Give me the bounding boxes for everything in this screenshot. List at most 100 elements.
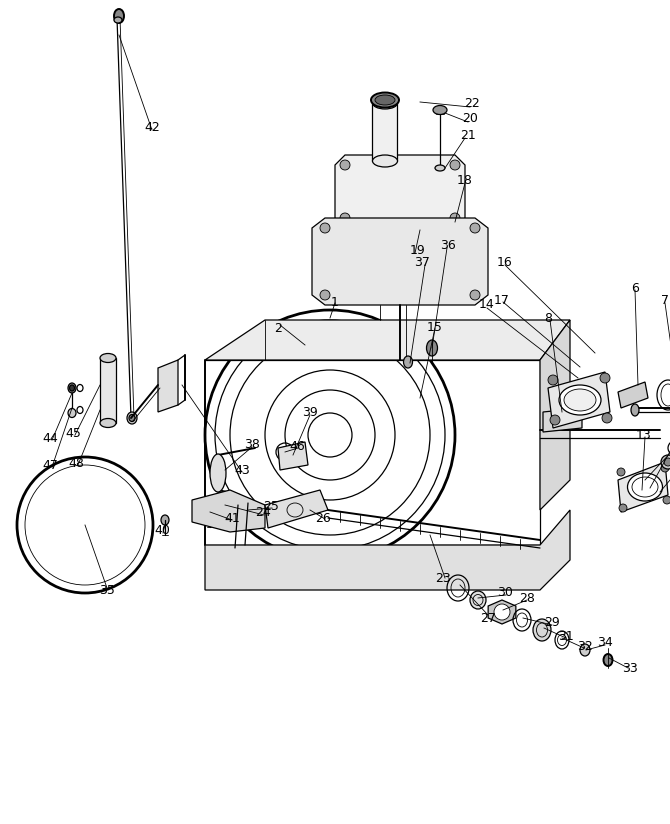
Polygon shape <box>205 320 570 360</box>
Ellipse shape <box>371 92 399 107</box>
Text: 47: 47 <box>42 458 58 471</box>
Ellipse shape <box>628 473 663 501</box>
Ellipse shape <box>114 9 124 23</box>
Text: 43: 43 <box>234 464 250 476</box>
Circle shape <box>619 504 627 512</box>
Ellipse shape <box>68 409 76 418</box>
Ellipse shape <box>70 385 74 391</box>
Circle shape <box>661 455 670 469</box>
Circle shape <box>600 373 610 383</box>
Text: 17: 17 <box>494 293 510 307</box>
Text: 2: 2 <box>274 321 282 335</box>
Ellipse shape <box>129 414 135 422</box>
Polygon shape <box>312 218 488 305</box>
Polygon shape <box>205 510 570 590</box>
Ellipse shape <box>210 454 226 492</box>
Text: 6: 6 <box>631 282 639 294</box>
Text: 15: 15 <box>427 321 443 334</box>
Text: 42: 42 <box>144 120 160 133</box>
Ellipse shape <box>433 105 447 115</box>
Polygon shape <box>618 462 668 512</box>
Circle shape <box>320 290 330 300</box>
Circle shape <box>340 160 350 170</box>
Ellipse shape <box>114 17 122 23</box>
Text: 21: 21 <box>460 129 476 142</box>
Text: 34: 34 <box>597 636 613 649</box>
Text: 36: 36 <box>440 238 456 251</box>
Polygon shape <box>548 372 610 428</box>
Text: 31: 31 <box>558 630 574 643</box>
Text: 46: 46 <box>289 439 305 452</box>
Ellipse shape <box>127 412 137 424</box>
Polygon shape <box>278 442 308 470</box>
Text: 24: 24 <box>255 507 271 519</box>
Circle shape <box>661 464 669 472</box>
Polygon shape <box>335 155 465 225</box>
Text: 28: 28 <box>519 592 535 605</box>
Text: 13: 13 <box>636 428 652 442</box>
Circle shape <box>340 213 350 223</box>
Polygon shape <box>488 600 516 624</box>
Circle shape <box>664 458 670 466</box>
Polygon shape <box>618 382 648 408</box>
Ellipse shape <box>564 389 596 411</box>
Circle shape <box>663 496 670 504</box>
Ellipse shape <box>403 356 413 368</box>
Polygon shape <box>540 320 570 510</box>
Ellipse shape <box>470 591 486 609</box>
Polygon shape <box>158 360 178 412</box>
Text: 33: 33 <box>622 662 638 675</box>
Polygon shape <box>543 408 582 432</box>
Text: 7: 7 <box>661 293 669 307</box>
Circle shape <box>602 413 612 423</box>
Polygon shape <box>265 490 328 528</box>
Ellipse shape <box>604 654 612 666</box>
Text: 32: 32 <box>577 639 593 653</box>
Ellipse shape <box>375 95 395 105</box>
Text: 19: 19 <box>410 244 426 256</box>
Ellipse shape <box>100 353 116 363</box>
Text: 48: 48 <box>68 456 84 470</box>
Bar <box>372 103 397 161</box>
Ellipse shape <box>533 619 551 641</box>
Circle shape <box>548 375 558 385</box>
Ellipse shape <box>100 419 116 428</box>
Ellipse shape <box>373 97 397 109</box>
Text: 1: 1 <box>331 297 339 310</box>
Ellipse shape <box>559 385 601 415</box>
Circle shape <box>470 223 480 233</box>
Text: 45: 45 <box>65 427 81 439</box>
Circle shape <box>450 160 460 170</box>
Circle shape <box>320 223 330 233</box>
Circle shape <box>617 468 625 476</box>
Text: 29: 29 <box>544 616 560 630</box>
Ellipse shape <box>206 507 214 517</box>
Ellipse shape <box>373 155 397 167</box>
Text: 16: 16 <box>497 255 513 269</box>
Circle shape <box>280 447 290 457</box>
Polygon shape <box>192 490 265 532</box>
Circle shape <box>450 213 460 223</box>
Text: 39: 39 <box>302 405 318 419</box>
Text: 44: 44 <box>42 432 58 444</box>
Text: 25: 25 <box>263 499 279 513</box>
Text: 38: 38 <box>244 438 260 451</box>
Text: 20: 20 <box>462 111 478 124</box>
Circle shape <box>470 290 480 300</box>
Text: 35: 35 <box>99 583 115 597</box>
Ellipse shape <box>68 383 76 393</box>
Ellipse shape <box>161 515 169 525</box>
Text: 40: 40 <box>154 525 170 537</box>
Text: 41: 41 <box>224 512 240 525</box>
Text: 22: 22 <box>464 96 480 110</box>
Ellipse shape <box>580 644 590 656</box>
Circle shape <box>550 415 560 425</box>
Ellipse shape <box>631 404 639 416</box>
Ellipse shape <box>427 340 438 356</box>
Circle shape <box>494 604 510 620</box>
Text: 37: 37 <box>414 256 430 269</box>
Bar <box>100 358 116 423</box>
Text: 26: 26 <box>315 512 331 525</box>
Text: 14: 14 <box>479 298 495 311</box>
Ellipse shape <box>435 165 445 171</box>
